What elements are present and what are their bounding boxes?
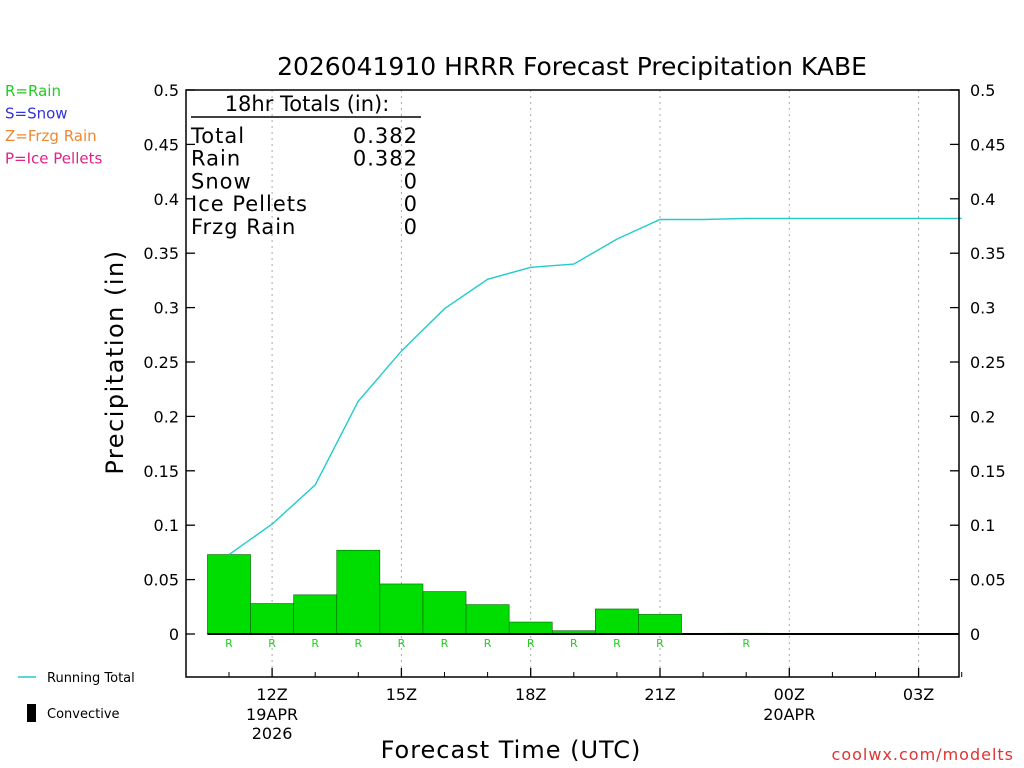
convective-legend-swatch	[27, 704, 36, 722]
precip-bar	[422, 591, 467, 635]
totals-header: 18hr Totals (in):	[225, 92, 390, 116]
ptype-legend-item: S=Snow	[5, 105, 68, 123]
x-tick-label: 03Z	[903, 685, 934, 704]
y-tick-label-right: 0.25	[970, 353, 1006, 372]
ptype-marker: R	[311, 637, 319, 650]
totals-row-value: 0	[404, 215, 418, 239]
ptype-legend: R=Rain S=Snow Z=Frzg Rain P=Ice Pellets	[5, 82, 102, 168]
x-tick-label: 18Z	[515, 685, 546, 704]
y-tick-label-right: 0.45	[970, 135, 1006, 154]
y-tick-label-right: 0	[970, 625, 980, 644]
totals-row-label: Rain	[191, 147, 241, 171]
x-tick-label: 12Z	[256, 685, 287, 704]
totals-row-label: Ice Pellets	[191, 192, 308, 216]
y-tick-label-left: 0.2	[154, 407, 179, 426]
ptype-marker: R	[268, 637, 276, 650]
ptype-marker: R	[742, 637, 750, 650]
running-total-line	[228, 217, 962, 556]
y-tick-label-left: 0.35	[143, 244, 179, 263]
ptype-legend-item: P=Ice Pellets	[5, 150, 102, 168]
chart-title: 2026041910 HRRR Forecast Precipitation K…	[277, 52, 867, 81]
totals-row-label: Snow	[191, 169, 252, 193]
y-axis-right: 0 0.05 0.1 0.15 0.2 0.25 0.3 0.35 0.4 0.45 0.5	[950, 81, 1006, 644]
y-axis-title: Precipitation (in)	[101, 249, 129, 474]
ptype-marker: R	[656, 637, 664, 650]
y-tick-label-left: 0.4	[154, 190, 179, 209]
y-tick-label-right: 0.35	[970, 244, 1006, 263]
y-tick-label-left: 0.05	[143, 571, 179, 590]
totals-row-label: Total	[190, 124, 245, 148]
credit-text: coolwx.com/modelts	[832, 745, 1014, 764]
ptype-marker: R	[225, 637, 233, 650]
x-tick-year: 2026	[252, 724, 293, 743]
precip-bar	[293, 594, 338, 635]
y-tick-label-right: 0.5	[970, 81, 995, 100]
x-tick-label: 15Z	[386, 685, 417, 704]
y-tick-label-left: 0.3	[154, 299, 179, 318]
totals-box: 18hr Totals (in): Total 0.382 Rain 0.382 Sno…	[190, 92, 421, 239]
running-total-polyline	[228, 217, 962, 556]
ptype-marker: R	[484, 637, 492, 650]
x-tick-date: 19APR	[246, 705, 298, 724]
ptype-marker: R	[613, 637, 621, 650]
precip-bar	[207, 554, 251, 635]
running-total-legend-label: Running Total	[47, 671, 135, 686]
ptype-marker: R	[570, 637, 578, 650]
plot-gridlines	[271, 90, 920, 677]
precip-bar	[465, 604, 510, 635]
x-tick-label: 21Z	[644, 685, 675, 704]
x-tick-label: 00Z	[774, 685, 805, 704]
totals-row-value: 0	[404, 169, 418, 193]
y-tick-label-left: 0.5	[154, 81, 179, 100]
ptype-marker: R	[527, 637, 535, 650]
x-tick-date: 20APR	[763, 705, 815, 724]
totals-row-value: 0	[404, 192, 418, 216]
y-tick-label-right: 0.15	[970, 462, 1006, 481]
totals-rows: Total 0.382 Rain 0.382 Snow 0 Ice Pellets 0 Frzg…	[190, 124, 418, 239]
y-tick-label-right: 0.4	[970, 190, 995, 209]
y-tick-label-left: 0	[169, 625, 179, 644]
x-axis-title: Forecast Time (UTC)	[381, 736, 642, 764]
y-tick-label-right: 0.3	[970, 299, 995, 318]
y-tick-label-left: 0.25	[143, 353, 179, 372]
precip-bars	[207, 549, 768, 635]
totals-row-value: 0.382	[353, 147, 418, 171]
y-tick-label-left: 0.45	[143, 135, 179, 154]
totals-row-value: 0.382	[353, 124, 418, 148]
y-tick-label-right: 0.1	[970, 516, 995, 535]
y-tick-label-left: 0.1	[154, 516, 179, 535]
precip-bar	[638, 614, 682, 635]
precip-bar	[508, 621, 553, 635]
y-tick-label-left: 0.15	[143, 462, 179, 481]
y-axis-left: 0 0.05 0.1 0.15 0.2 0.25 0.3 0.35 0.4 0.45 0.5	[143, 81, 195, 644]
ptype-marker: R	[398, 637, 406, 650]
precip-bar	[379, 583, 424, 635]
ptype-legend-item: Z=Frzg Rain	[5, 127, 97, 145]
precip-bar	[595, 608, 639, 635]
ptype-marker: R	[441, 637, 449, 650]
plot-frame	[185, 89, 960, 678]
precip-bar	[336, 549, 381, 635]
ptype-marker: R	[354, 637, 362, 650]
y-tick-label-right: 0.05	[970, 571, 1006, 590]
y-tick-label-right: 0.2	[970, 407, 995, 426]
convective-legend-label: Convective	[47, 707, 120, 722]
totals-row-label: Frzg Rain	[191, 215, 296, 239]
ptype-legend-item: R=Rain	[5, 82, 61, 100]
precip-bar	[250, 603, 294, 635]
